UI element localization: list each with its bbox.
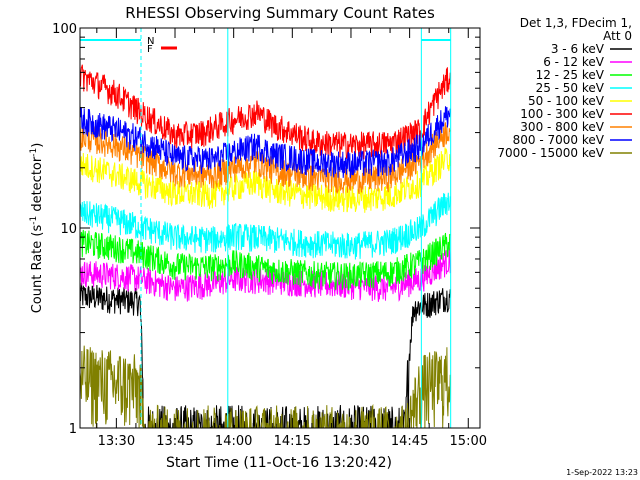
series-line-6	[80, 122, 451, 195]
legend-label-6: 300 - 800 keV	[520, 120, 604, 134]
legend-label-7: 800 - 7000 keV	[513, 133, 605, 147]
legend-header-line1: Det 1,3, FDecim 1,	[520, 16, 632, 30]
legend-label-4: 50 - 100 keV	[528, 94, 605, 108]
y-tick-label-1: 10	[60, 222, 77, 237]
x-tick-label-4: 14:30	[332, 434, 369, 449]
x-tick-label-1: 13:45	[156, 434, 193, 449]
x-tick-label-2: 14:00	[215, 434, 252, 449]
series-line-5	[80, 64, 451, 160]
x-tick-label-0: 13:30	[98, 434, 135, 449]
footer-timestamp: 1-Sep-2022 13:23	[566, 468, 638, 477]
series-line-3	[80, 192, 451, 260]
chart-title: RHESSI Observing Summary Count Rates	[125, 4, 435, 22]
axes: NF 1 10 100 13:30 13:45 14:00 14:15 14:30 14:45 15…	[52, 22, 487, 449]
x-tick-label-6: 15:00	[450, 434, 487, 449]
series-line-7	[80, 106, 451, 179]
legend-header-line2: Att 0	[603, 29, 632, 43]
y-tick-label-2: 100	[52, 22, 77, 37]
legend-label-0: 3 - 6 keV	[551, 42, 605, 56]
night-flag-label: N	[147, 36, 154, 47]
legend-label-3: 25 - 50 keV	[536, 81, 605, 95]
y-axis-label: Count Rate (s-1 detector-1)	[29, 143, 45, 314]
legend-label-1: 6 - 12 keV	[543, 55, 605, 69]
series-line-4	[80, 147, 451, 213]
legend-label-8: 7000 - 15000 keV	[497, 146, 604, 160]
flare-flag-label: F	[147, 44, 153, 55]
plot-area	[80, 64, 451, 428]
x-axis-label: Start Time (11-Oct-16 13:20:42)	[166, 455, 392, 471]
legend-label-5: 100 - 300 keV	[520, 107, 604, 121]
y-tick-label-0: 1	[69, 422, 77, 437]
series-line-8	[80, 345, 451, 428]
x-tick-label-5: 14:45	[391, 434, 428, 449]
series-line-2	[80, 229, 451, 291]
legend-label-2: 12 - 25 keV	[536, 68, 605, 82]
x-tick-label-3: 14:15	[274, 434, 311, 449]
